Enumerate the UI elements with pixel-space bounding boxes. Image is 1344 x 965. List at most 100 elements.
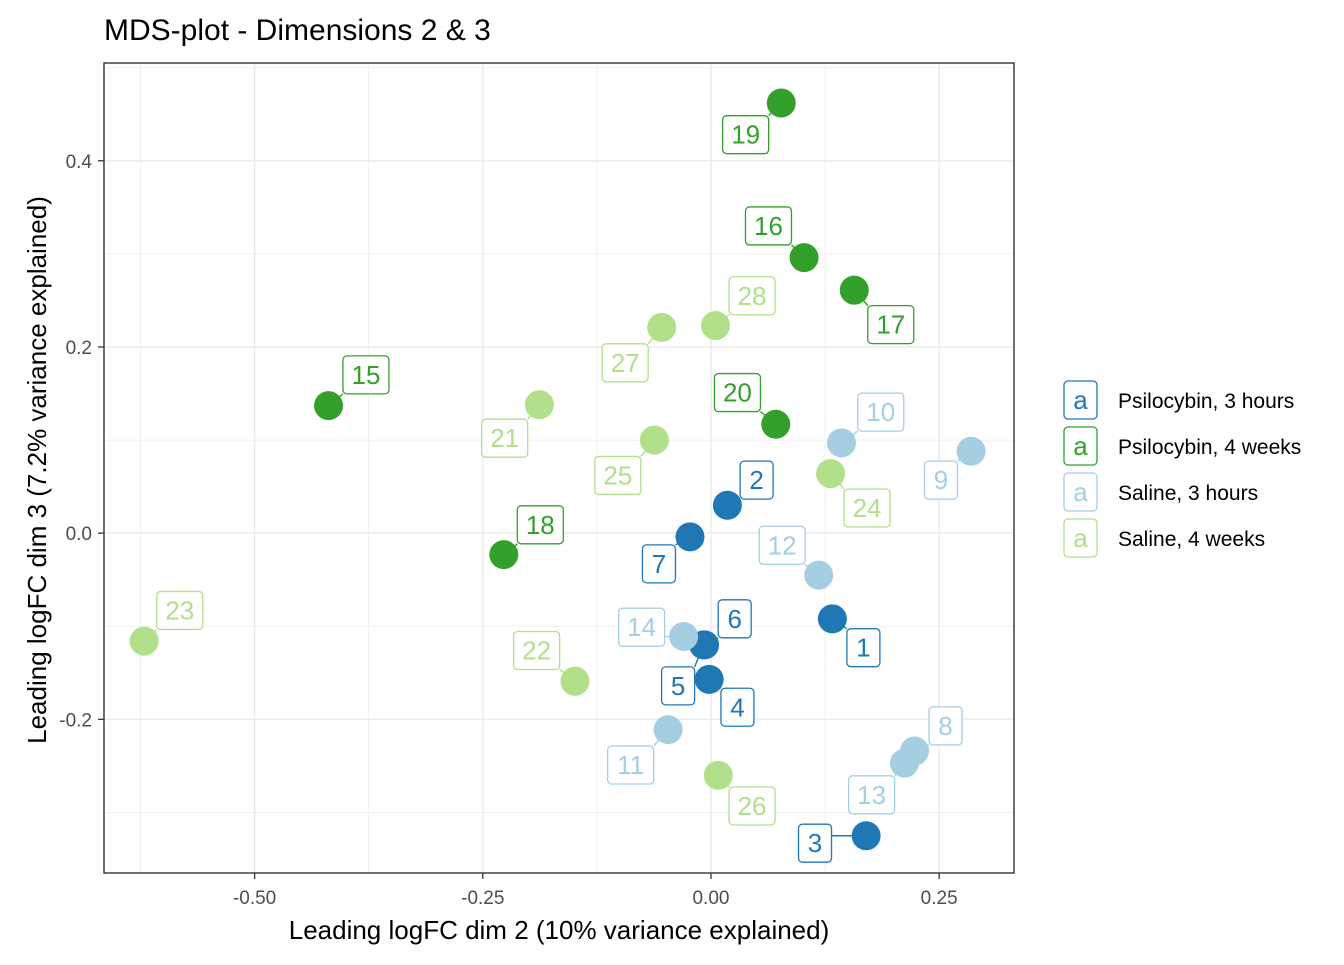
leader-lines [143, 102, 972, 837]
point-label-box [843, 488, 891, 528]
point-label: 21 [490, 423, 519, 453]
data-points [129, 88, 986, 851]
point-label: 16 [754, 211, 783, 241]
point-label: 26 [738, 791, 767, 821]
data-point [889, 748, 919, 778]
point-label-box [758, 525, 806, 565]
data-point [766, 88, 796, 118]
point-label: 14 [627, 612, 656, 642]
grid-major [104, 63, 1014, 873]
point-label: 15 [351, 360, 380, 390]
x-tick-label: 0.00 [692, 888, 729, 909]
legend-key-glyph: a [1073, 385, 1088, 415]
point-label-box [601, 343, 649, 383]
x-tick-label: -0.25 [461, 888, 504, 909]
y-axis: -0.2 0.0 0.2 0.4 [59, 152, 104, 731]
y-tick-label: 0.0 [66, 524, 92, 545]
point-label-box [797, 823, 833, 863]
point-label-box [512, 630, 561, 671]
data-point [675, 522, 705, 552]
point-label: 1 [856, 633, 870, 663]
data-point [956, 436, 986, 466]
point-label: 5 [671, 671, 685, 701]
point-label: 11 [617, 750, 644, 780]
point-label-box [594, 455, 642, 496]
data-point [703, 760, 733, 790]
point-label-box [847, 775, 896, 815]
data-point [129, 626, 159, 656]
x-tick-label: -0.50 [233, 888, 276, 909]
point-labels: 1234567151617181920891011121314212223242… [156, 115, 963, 863]
legend-key-glyph: a [1073, 477, 1088, 507]
point-label: 20 [723, 378, 752, 408]
data-point [839, 275, 869, 305]
point-label-box [744, 206, 793, 246]
legend-key [1063, 472, 1098, 512]
point-label: 19 [731, 120, 760, 150]
y-tick-label: 0.2 [66, 338, 92, 359]
point-label-box [846, 628, 881, 668]
point-label-box [156, 590, 204, 631]
data-point [314, 391, 344, 421]
point-label-box [516, 505, 564, 545]
point-label: 24 [853, 493, 882, 523]
legend: a Psilocybin, 3 hours a Psilocybin, 4 weeks… [1063, 380, 1301, 558]
point-label-box [923, 460, 959, 500]
point-label: 9 [934, 465, 948, 495]
point-label: 3 [808, 828, 822, 858]
point-label: 27 [611, 348, 640, 378]
legend-label: Saline, 3 hours [1118, 482, 1258, 505]
point-label: 12 [768, 530, 797, 560]
point-label-box [641, 544, 677, 584]
legend-key [1063, 426, 1098, 466]
point-label: 25 [603, 460, 632, 490]
point-label: 28 [738, 281, 767, 311]
data-point [669, 622, 699, 652]
x-axis: -0.50 -0.25 0.00 0.25 [233, 873, 958, 909]
legend-key-glyph: a [1073, 431, 1088, 461]
data-point [761, 409, 791, 439]
point-label-box [928, 706, 963, 746]
point-label: 8 [938, 711, 952, 741]
plot-panel-border [103, 62, 1015, 874]
point-label-box [617, 607, 666, 647]
legend-label: Saline, 4 weeks [1118, 528, 1265, 551]
point-label: 4 [730, 692, 744, 722]
data-point [851, 821, 881, 851]
point-label-box [481, 418, 529, 458]
point-label-box [728, 276, 776, 316]
point-label-box [728, 786, 776, 826]
data-point [804, 560, 834, 590]
legend-key-glyph: a [1073, 523, 1088, 553]
point-label: 22 [522, 635, 551, 665]
point-label: 18 [526, 510, 555, 540]
point-label-box [857, 392, 905, 432]
point-label-box [660, 666, 696, 706]
data-point [653, 715, 683, 745]
point-label-box [342, 355, 390, 395]
data-point [701, 311, 731, 341]
chart-title: MDS-plot - Dimensions 2 & 3 [104, 14, 491, 47]
data-point [789, 243, 819, 273]
point-label-box [606, 745, 655, 785]
data-point [639, 425, 669, 455]
point-label: 13 [857, 780, 886, 810]
point-label-box [720, 687, 755, 727]
point-label: 6 [727, 604, 741, 634]
point-label: 17 [876, 310, 905, 340]
y-tick-label: -0.2 [59, 710, 92, 731]
point-label-box [713, 372, 762, 413]
data-point [816, 459, 846, 489]
point-label-box [867, 304, 915, 345]
legend-key [1063, 518, 1098, 558]
legend-label: Psilocybin, 4 weeks [1118, 436, 1301, 459]
x-tick-label: 0.25 [921, 888, 958, 909]
data-point [817, 604, 847, 634]
point-label-box [722, 115, 770, 155]
point-label: 2 [749, 465, 763, 495]
data-point [560, 666, 590, 696]
point-label: 7 [652, 549, 666, 579]
data-point [647, 312, 677, 342]
